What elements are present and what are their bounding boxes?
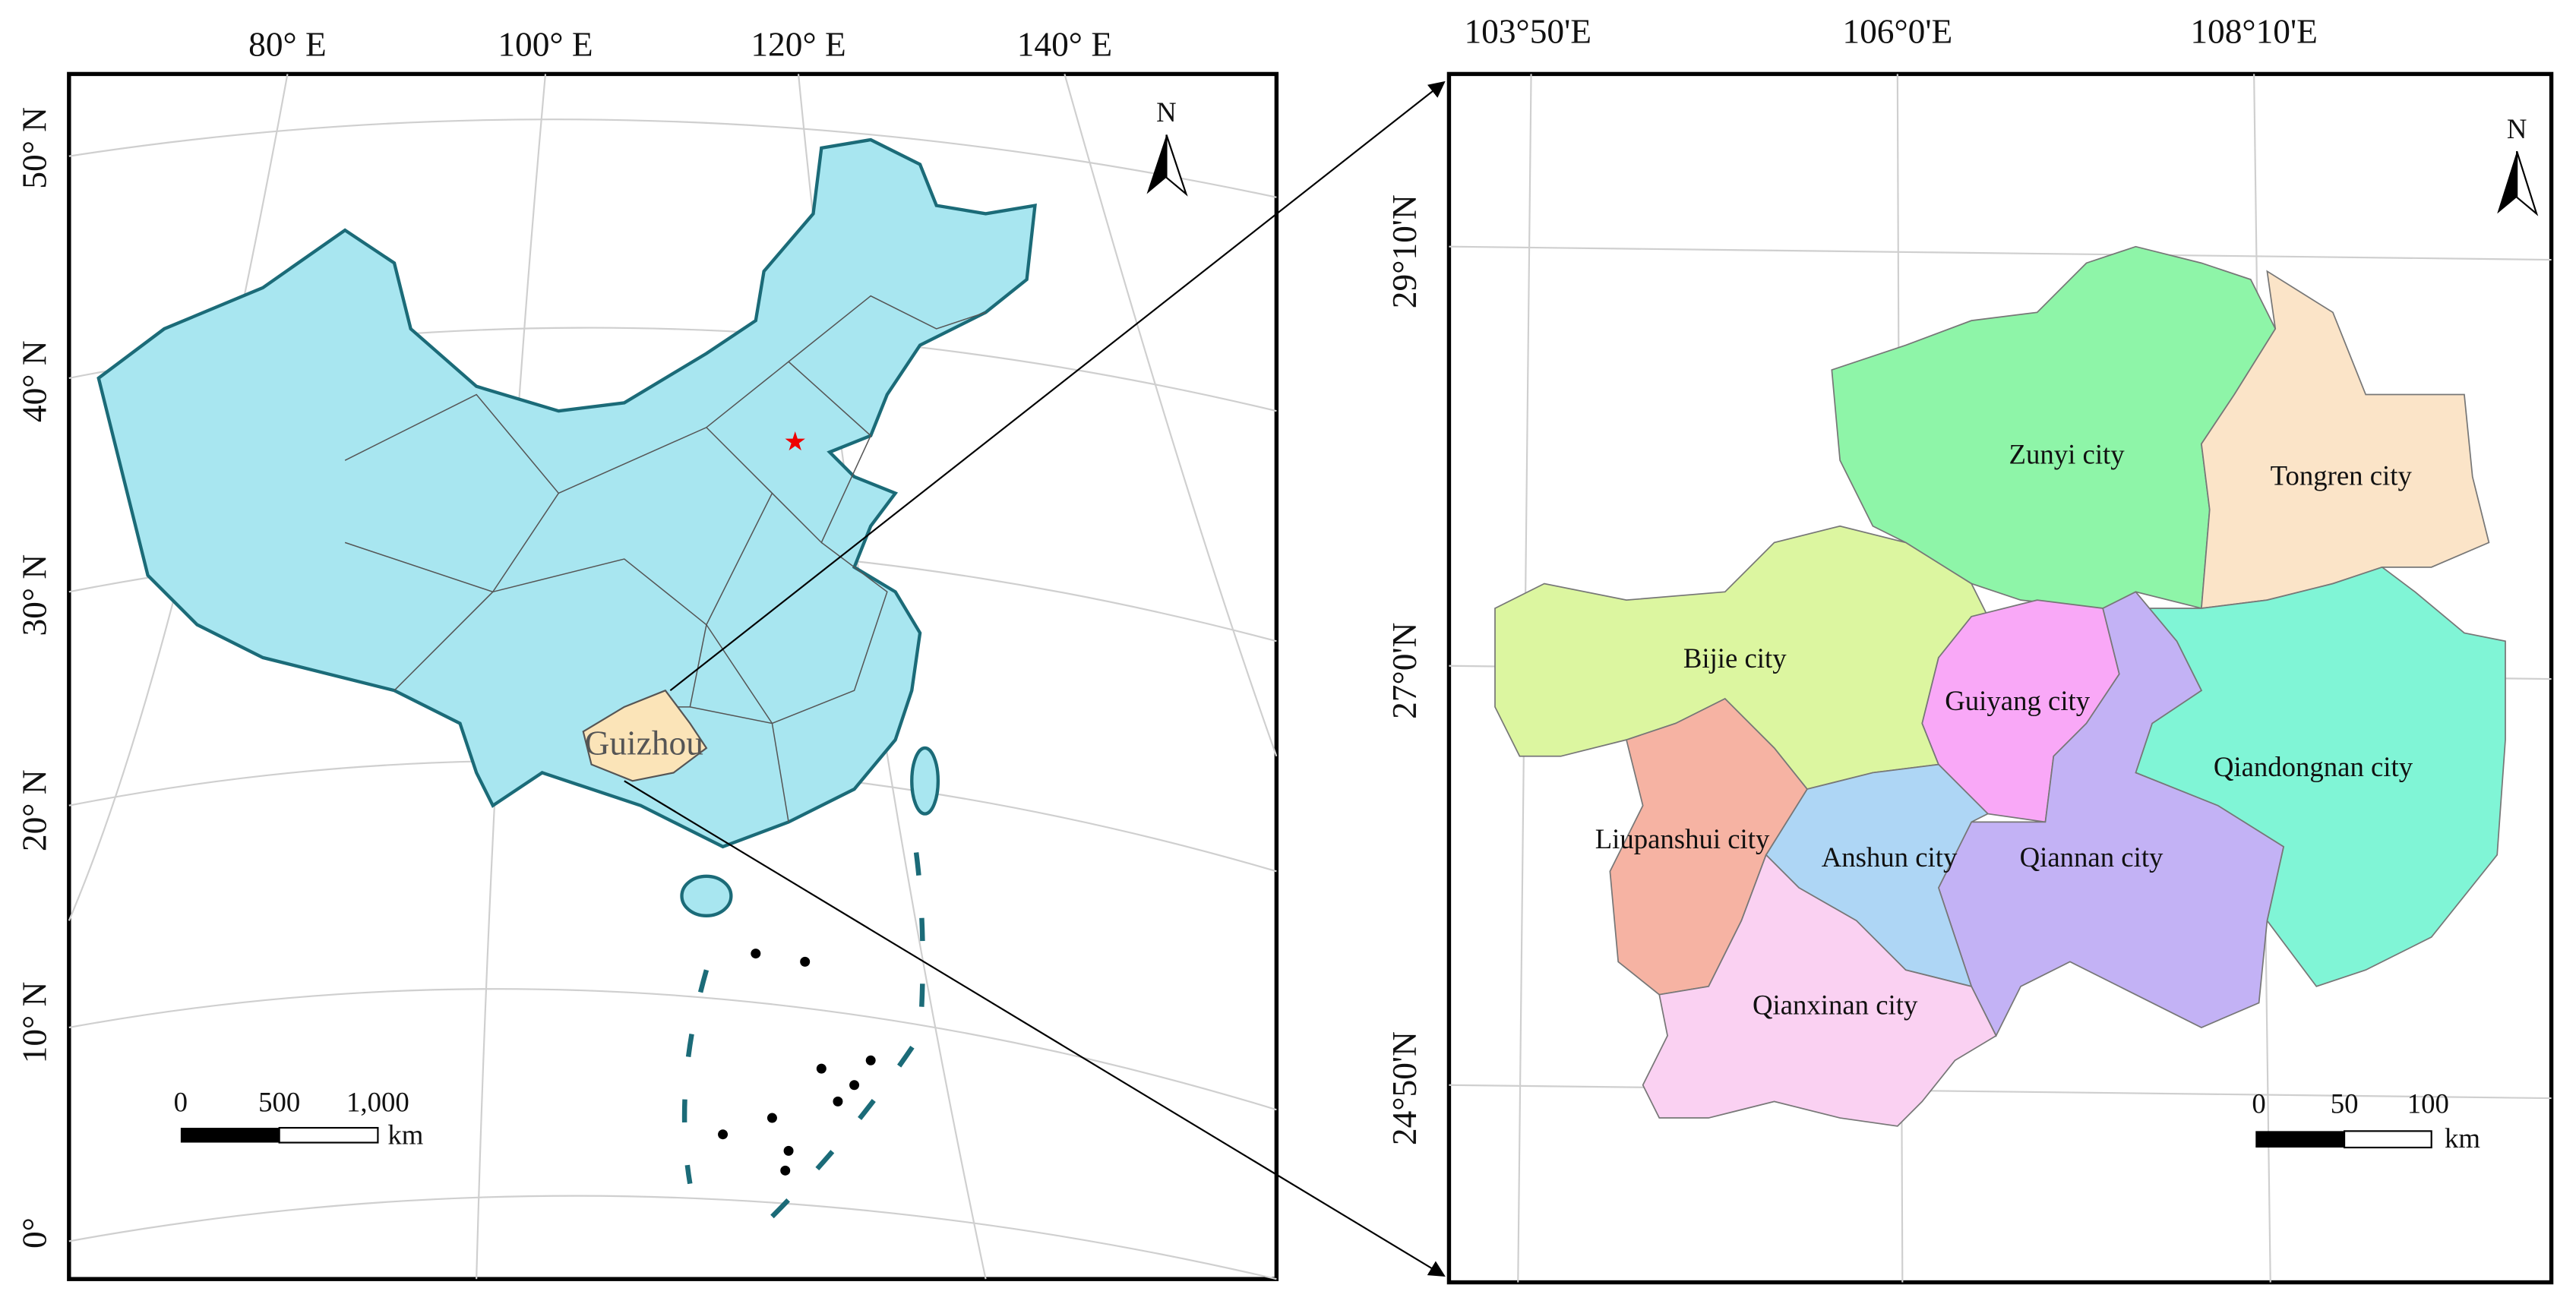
latitude-label: 10° N bbox=[16, 982, 54, 1064]
north-label: N bbox=[2507, 113, 2527, 144]
city-label: Tongren city bbox=[2271, 460, 2413, 491]
longitude-label: 140° E bbox=[1017, 26, 1112, 64]
latitude-label: 40° N bbox=[16, 340, 54, 422]
scale-bar: 0 50 100 km bbox=[2252, 1088, 2480, 1154]
latitude-label: 30° N bbox=[16, 554, 54, 636]
latitude-label: 50° N bbox=[16, 107, 54, 189]
city-label: Liupanshui city bbox=[1595, 823, 1770, 854]
south-sea-line bbox=[681, 821, 925, 1219]
china bbox=[96, 137, 1037, 849]
scale-unit: km bbox=[2445, 1122, 2480, 1154]
longitude-label: 108°10'E bbox=[2190, 12, 2318, 50]
city-label: Qiandongnan city bbox=[2214, 751, 2413, 782]
city-label: Anshun city bbox=[1822, 841, 1958, 873]
hainan bbox=[680, 874, 733, 917]
scale-label: 100 bbox=[2407, 1088, 2449, 1119]
longitude-label: 120° E bbox=[751, 26, 845, 64]
north-arrow: N bbox=[1146, 96, 1188, 197]
province-borders bbox=[344, 295, 986, 822]
scale-bar: 0 500 1,000 km bbox=[174, 1086, 424, 1150]
north-arrow: N bbox=[2497, 113, 2539, 216]
longitude-label: 100° E bbox=[498, 26, 593, 64]
scale-label: 500 bbox=[258, 1086, 300, 1117]
scale-label: 0 bbox=[174, 1086, 188, 1117]
city-label: Bijie city bbox=[1683, 642, 1787, 674]
city-label: Guiyang city bbox=[1945, 685, 2090, 716]
guizhou-region bbox=[582, 689, 708, 782]
islands bbox=[718, 949, 876, 1176]
latitude-label: 24°50'N bbox=[1386, 1031, 1424, 1145]
city-label: Qianxinan city bbox=[1753, 990, 1918, 1021]
latitude-label: 27°0'N bbox=[1386, 623, 1424, 719]
capital-star: ★ bbox=[783, 428, 807, 456]
scale-label: 1,000 bbox=[346, 1086, 409, 1117]
connector-line bbox=[624, 780, 1446, 1277]
north-label: N bbox=[1156, 96, 1177, 128]
scale-label: 0 bbox=[2252, 1088, 2265, 1119]
city-label: Qiannan city bbox=[2020, 841, 2164, 873]
right-map: Zunyi city Tongren city Bijie city Guiya… bbox=[1386, 12, 2554, 1285]
longitude-label: 80° E bbox=[248, 26, 327, 64]
scale-unit: km bbox=[387, 1119, 423, 1151]
longitude-label: 106°0'E bbox=[1842, 12, 1952, 50]
longitude-label: 103°50'E bbox=[1464, 12, 1591, 50]
qiannan bbox=[1937, 591, 2285, 1037]
scale-label: 50 bbox=[2331, 1088, 2359, 1119]
left-map: ★ Guizhou N 0 500 1,000 km 80° E 100° E … bbox=[16, 26, 1279, 1281]
latitude-label: 29°10'N bbox=[1386, 194, 1424, 308]
latitude-label: 0° bbox=[16, 1217, 54, 1249]
tongren bbox=[2200, 270, 2490, 609]
connector-line bbox=[669, 81, 1446, 692]
city-label: Zunyi city bbox=[2009, 438, 2126, 469]
qianxinan bbox=[1642, 854, 1997, 1127]
latitude-label: 20° N bbox=[16, 769, 54, 851]
region-label: Guizhou bbox=[585, 725, 703, 762]
taiwan bbox=[910, 746, 940, 816]
